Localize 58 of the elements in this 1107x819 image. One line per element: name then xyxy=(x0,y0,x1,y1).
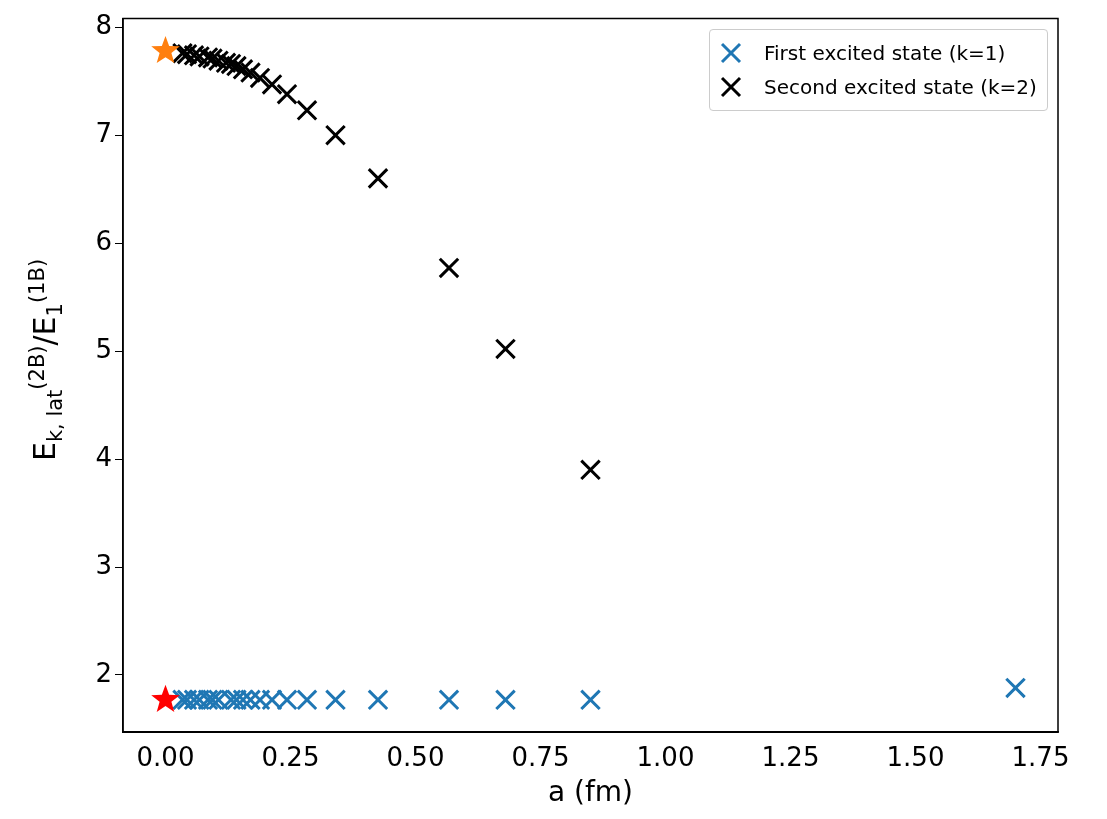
point xyxy=(296,689,318,711)
point xyxy=(296,99,318,122)
y-tick-label: 6 xyxy=(95,225,112,256)
point xyxy=(579,459,602,481)
y-tick-label: 4 xyxy=(95,441,112,472)
point xyxy=(249,689,271,711)
point xyxy=(201,689,224,711)
point xyxy=(239,61,262,84)
point xyxy=(261,689,283,711)
point xyxy=(438,257,460,279)
y-tick-label: 5 xyxy=(95,333,112,364)
point xyxy=(188,689,211,711)
point xyxy=(225,55,248,77)
point xyxy=(151,684,180,712)
point xyxy=(239,689,262,711)
point xyxy=(438,689,460,711)
point xyxy=(201,47,224,70)
x-tick-label: 0.50 xyxy=(386,741,445,772)
x-tick-label: 0.75 xyxy=(511,741,570,772)
point xyxy=(215,52,237,74)
point xyxy=(232,689,254,711)
point xyxy=(494,689,517,711)
point xyxy=(188,45,211,68)
point xyxy=(367,689,389,711)
x-tick-label: 1.00 xyxy=(636,741,695,772)
x-tick-label: 0.25 xyxy=(261,741,320,772)
point xyxy=(183,689,205,711)
point xyxy=(324,689,347,711)
point xyxy=(249,67,271,89)
legend-label: First excited state (k=1) xyxy=(764,40,1006,65)
legend-label: Second excited state (k=2) xyxy=(764,74,1037,99)
point xyxy=(494,338,517,360)
point xyxy=(220,689,242,711)
y-tick-label: 8 xyxy=(95,9,112,40)
y-tick-label: 3 xyxy=(95,549,112,580)
x-tick-label: 1.75 xyxy=(1011,741,1070,772)
x-axis-title: a (fm) xyxy=(547,775,634,809)
x-tick-label: 1.25 xyxy=(761,741,820,772)
point xyxy=(225,689,248,711)
point xyxy=(276,689,298,711)
point xyxy=(232,58,254,81)
point xyxy=(261,73,283,96)
point xyxy=(579,689,602,711)
point xyxy=(171,689,194,711)
y-tick-label: 2 xyxy=(95,657,112,688)
point xyxy=(183,44,205,66)
x-tick-label: 0.00 xyxy=(136,741,195,772)
point xyxy=(276,83,298,105)
point xyxy=(1004,677,1027,699)
point xyxy=(207,50,230,72)
point xyxy=(207,689,230,711)
point xyxy=(220,53,242,75)
x-tick-label: 1.50 xyxy=(886,741,945,772)
point xyxy=(324,124,347,146)
point xyxy=(171,42,194,64)
point xyxy=(151,35,180,64)
point xyxy=(367,167,389,190)
y-tick-label: 7 xyxy=(95,117,112,148)
